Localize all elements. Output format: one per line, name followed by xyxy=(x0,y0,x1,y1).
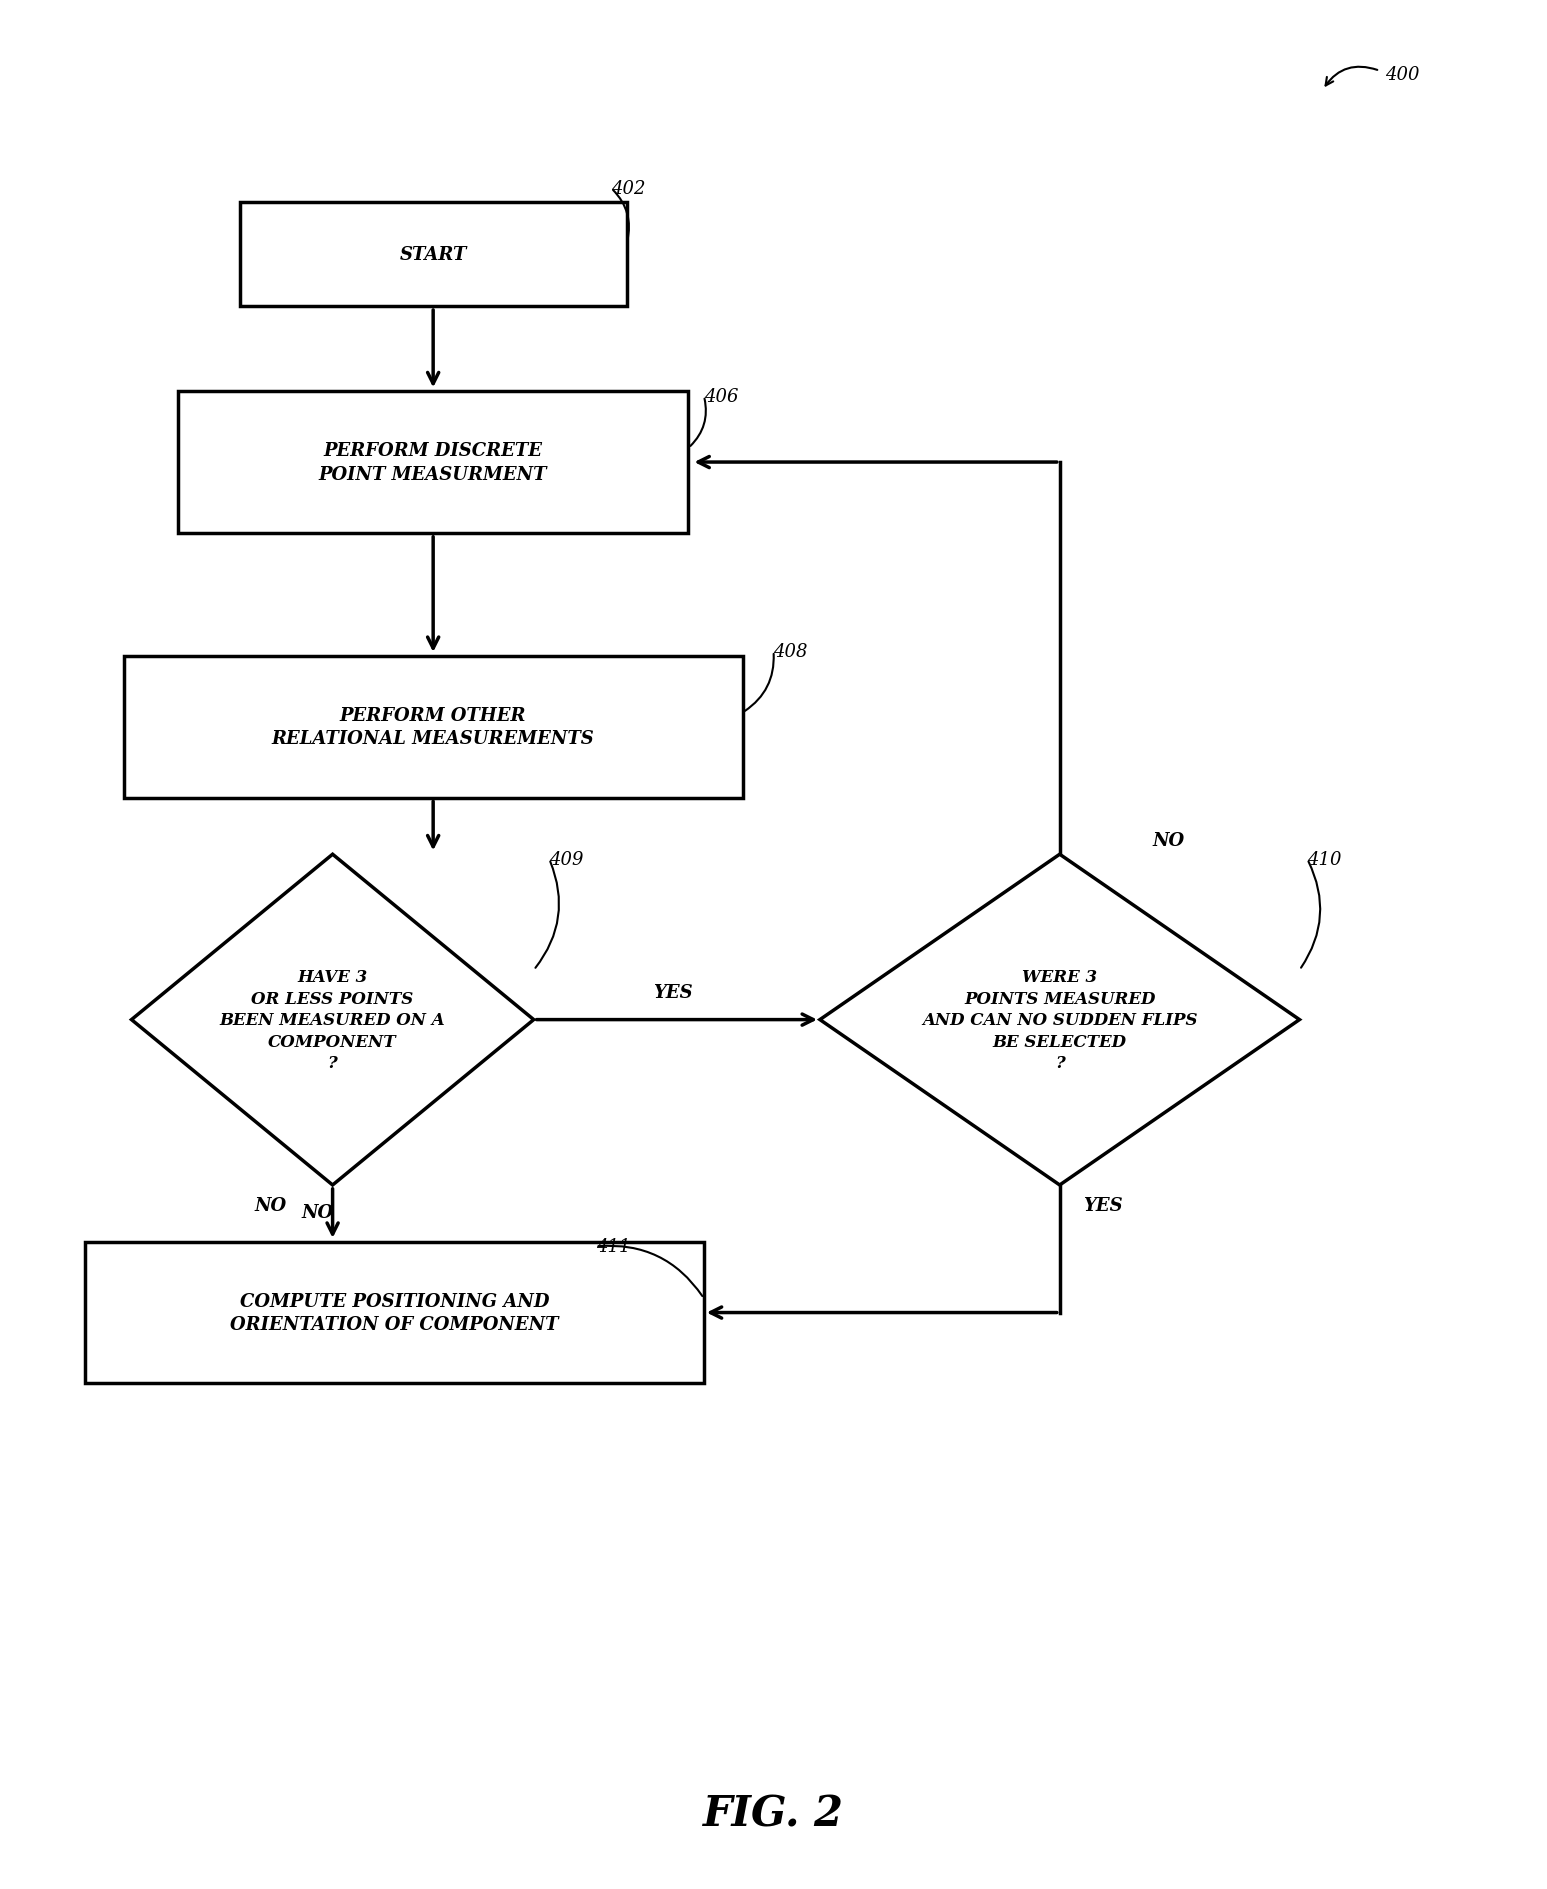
Text: 402: 402 xyxy=(611,179,645,198)
Text: 409: 409 xyxy=(549,850,583,869)
Text: NO: NO xyxy=(1153,831,1185,850)
Text: HAVE 3
OR LESS POINTS
BEEN MEASURED ON A
COMPONENT
?: HAVE 3 OR LESS POINTS BEEN MEASURED ON A… xyxy=(220,969,446,1071)
Text: YES: YES xyxy=(653,982,693,1001)
FancyBboxPatch shape xyxy=(124,657,743,797)
Text: 406: 406 xyxy=(704,387,738,406)
Text: COMPUTE POSITIONING AND
ORIENTATION OF COMPONENT: COMPUTE POSITIONING AND ORIENTATION OF C… xyxy=(231,1292,558,1334)
Text: YES: YES xyxy=(1083,1196,1123,1215)
Polygon shape xyxy=(131,854,534,1186)
FancyBboxPatch shape xyxy=(178,393,688,535)
Text: PERFORM DISCRETE
POINT MEASURMENT: PERFORM DISCRETE POINT MEASURMENT xyxy=(319,442,548,484)
Text: 408: 408 xyxy=(774,642,808,661)
Text: NO: NO xyxy=(254,1196,286,1215)
Polygon shape xyxy=(820,854,1299,1186)
Text: NO: NO xyxy=(302,1203,334,1222)
Text: FIG. 2: FIG. 2 xyxy=(702,1793,845,1834)
Text: 400: 400 xyxy=(1385,66,1419,85)
Text: START: START xyxy=(399,246,467,264)
Text: WERE 3
POINTS MEASURED
AND CAN NO SUDDEN FLIPS
BE SELECTED
?: WERE 3 POINTS MEASURED AND CAN NO SUDDEN… xyxy=(922,969,1197,1071)
Text: PERFORM OTHER
RELATIONAL MEASUREMENTS: PERFORM OTHER RELATIONAL MEASUREMENTS xyxy=(272,706,594,748)
FancyBboxPatch shape xyxy=(240,204,627,308)
Text: 411: 411 xyxy=(596,1237,630,1256)
FancyBboxPatch shape xyxy=(85,1243,704,1383)
Text: 410: 410 xyxy=(1307,850,1341,869)
